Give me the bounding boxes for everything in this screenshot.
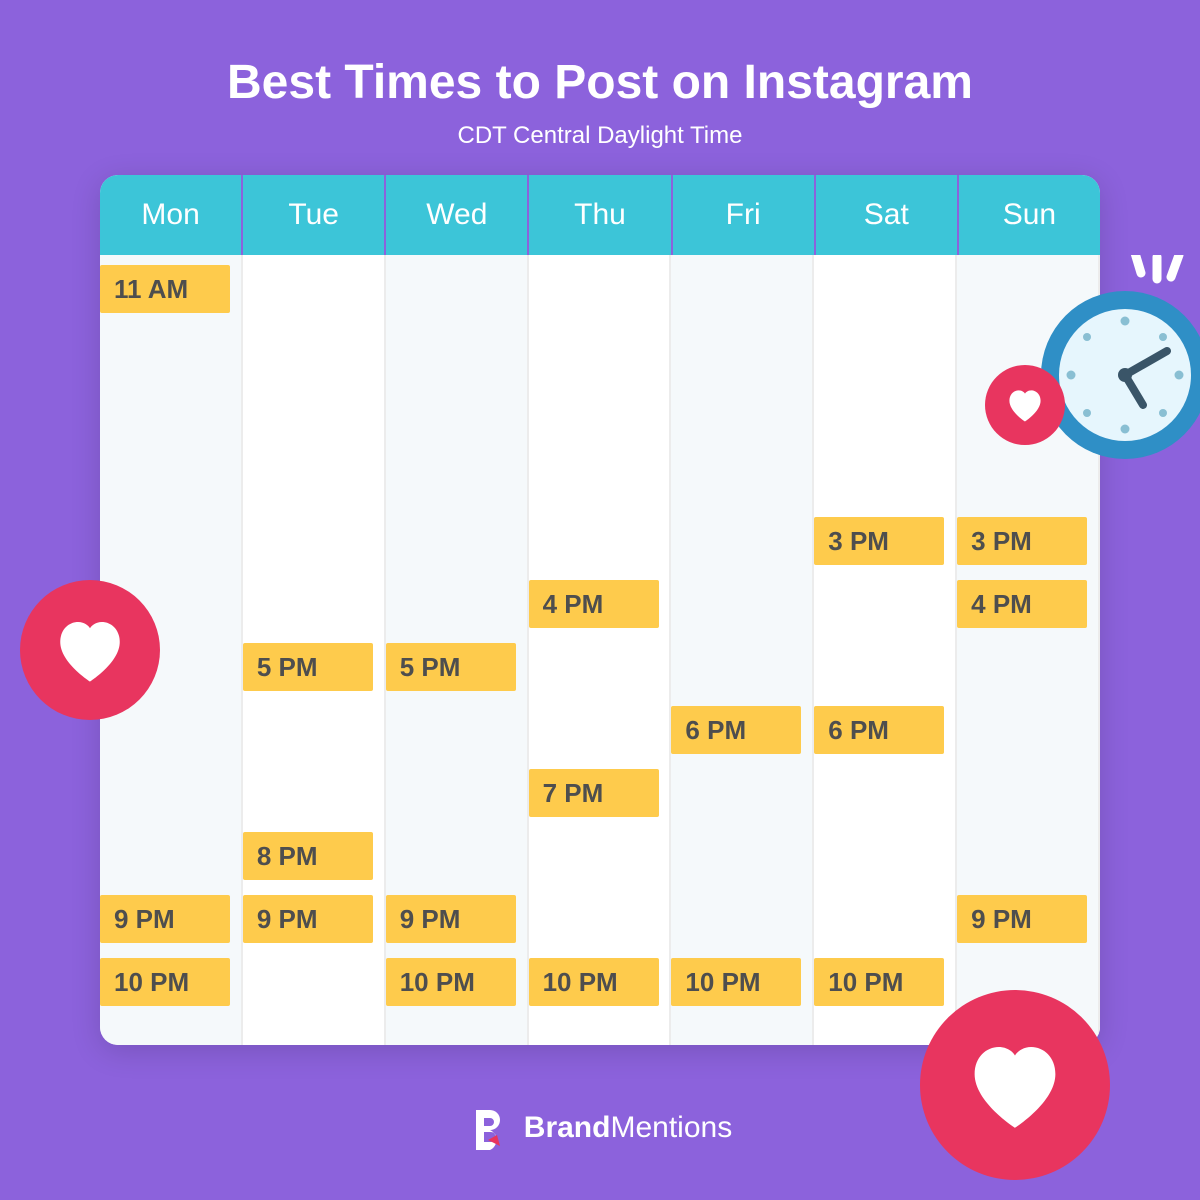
time-chip: 9 PM (243, 895, 373, 943)
time-chip: 10 PM (671, 958, 801, 1006)
page-subtitle: CDT Central Daylight Time (0, 122, 1200, 150)
time-chip: 7 PM (529, 769, 659, 817)
time-chip: 5 PM (243, 643, 373, 691)
day-column (814, 255, 957, 1045)
day-header: Tue (243, 175, 386, 255)
heart-icon (985, 365, 1065, 445)
time-chip: 9 PM (100, 895, 230, 943)
day-header: Fri (673, 175, 816, 255)
time-chip: 8 PM (243, 832, 373, 880)
day-header: Sun (959, 175, 1100, 255)
schedule-body: 11 AM 9 PM 10 PM 5 PM 8 PM 9 PM 5 PM 9 PM 10 PM 4… (100, 255, 1100, 1045)
time-chip: 11 AM (100, 265, 230, 313)
time-chip: 10 PM (386, 958, 516, 1006)
day-column (529, 255, 672, 1045)
time-chip: 10 PM (100, 958, 230, 1006)
time-chip: 9 PM (957, 895, 1087, 943)
header-row: MonTueWedThuFriSatSun (100, 175, 1100, 255)
time-chip: 9 PM (386, 895, 516, 943)
day-header: Sat (816, 175, 959, 255)
time-chip: 6 PM (671, 706, 801, 754)
time-chip: 4 PM (957, 580, 1087, 628)
day-header: Thu (529, 175, 672, 255)
day-header: Mon (100, 175, 243, 255)
day-column (671, 255, 814, 1045)
brand-name-bold: Brand (524, 1111, 611, 1144)
schedule-table: MonTueWedThuFriSatSun 11 AM 9 PM 10 PM 5 PM… (100, 175, 1100, 1045)
time-chip: 3 PM (957, 517, 1087, 565)
time-chip: 3 PM (814, 517, 944, 565)
time-chip: 10 PM (814, 958, 944, 1006)
page-title: Best Times to Post on Instagram (0, 0, 1200, 110)
time-chip: 10 PM (529, 958, 659, 1006)
heart-icon (920, 990, 1110, 1180)
time-chip: 4 PM (529, 580, 659, 628)
brand-name: BrandMentions (524, 1111, 732, 1145)
day-header: Wed (386, 175, 529, 255)
time-chip: 6 PM (814, 706, 944, 754)
heart-icon (20, 580, 160, 720)
brand-footer: BrandMentions (0, 1106, 1200, 1150)
brand-name-light: Mentions (610, 1111, 732, 1144)
brand-logo-icon (468, 1106, 512, 1150)
time-chip: 5 PM (386, 643, 516, 691)
